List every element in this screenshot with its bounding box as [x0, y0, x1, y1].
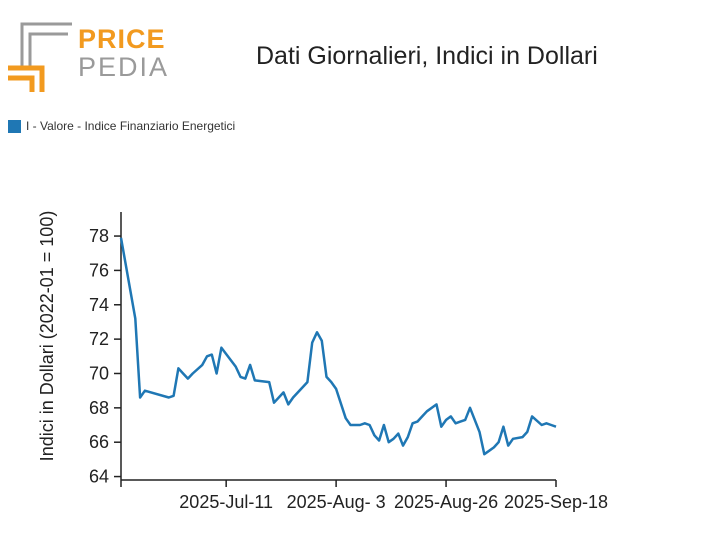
chart-title: Dati Giornalieri, Indici in Dollari: [256, 42, 598, 70]
series-line: [119, 237, 557, 456]
x-tick-label: 2025-Jul-11: [179, 492, 273, 512]
y-axis-label: Indici in Dollari (2022-01 = 100): [37, 211, 57, 462]
pricepedia-logo: PRICE PEDIA: [8, 22, 168, 94]
x-tick-label: 2025-Sep-18: [504, 492, 608, 512]
y-tick-label: 72: [89, 329, 109, 349]
logo-mark-icon: [8, 22, 72, 92]
x-tick-label: 2025-Aug-26: [394, 492, 498, 512]
x-tick-label: 2025-Aug- 3: [287, 492, 386, 512]
chart-legend: I - Valore - Indice Finanziario Energeti…: [8, 119, 235, 133]
y-tick-label: 68: [89, 398, 109, 418]
y-tick-label: 70: [89, 363, 109, 383]
y-tick-label: 66: [89, 432, 109, 452]
y-tick-label: 74: [89, 295, 109, 315]
logo-text-price: PRICE: [78, 24, 166, 54]
y-tick-label: 64: [89, 467, 109, 487]
y-ticks: 64 66 68 70 72 74 76 78: [89, 226, 121, 487]
x-ticks: 2025-Jul-11 2025-Aug- 3 2025-Aug-26 2025-Se…: [120, 480, 608, 512]
y-tick-label: 78: [89, 226, 109, 246]
y-tick-label: 76: [89, 260, 109, 280]
series-group: [119, 237, 557, 456]
legend-label: I - Valore - Indice Finanziario Energeti…: [26, 119, 236, 133]
legend-swatch: [8, 119, 21, 133]
logo-text-pedia: PEDIA: [78, 52, 170, 82]
